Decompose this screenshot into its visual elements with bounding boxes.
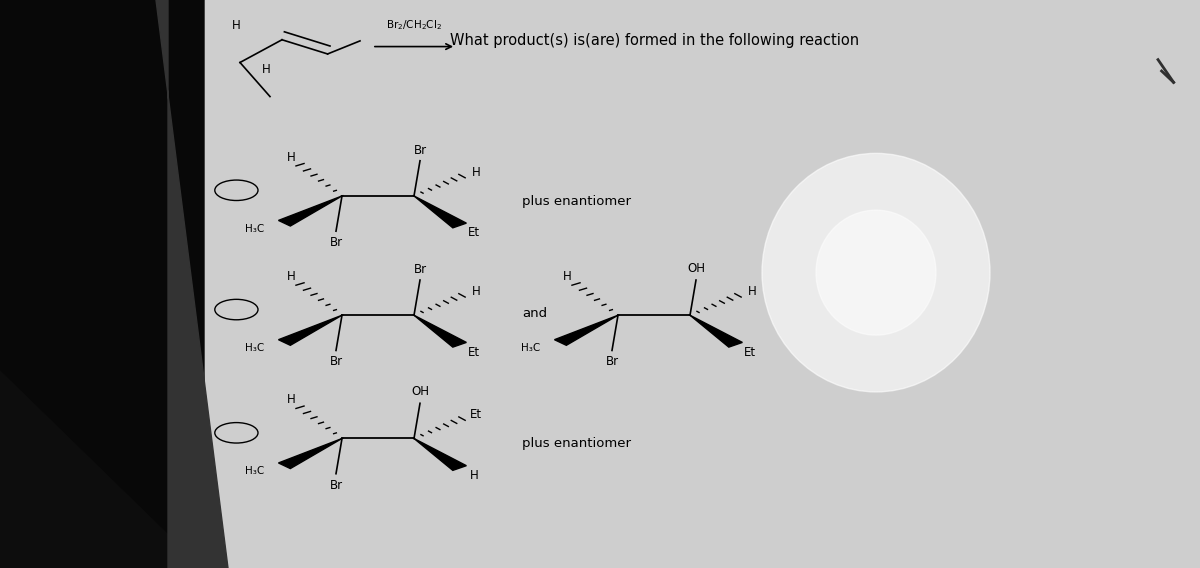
Text: What product(s) is(are) formed in the following reaction: What product(s) is(are) formed in the fo… — [450, 33, 859, 48]
Polygon shape — [414, 315, 467, 347]
Polygon shape — [278, 196, 342, 226]
Polygon shape — [278, 438, 342, 469]
Text: H: H — [287, 394, 296, 406]
Text: H₃C: H₃C — [245, 224, 264, 234]
Text: Et: Et — [744, 346, 756, 358]
Text: H: H — [232, 19, 241, 32]
Text: Br: Br — [414, 144, 426, 157]
Text: H₃C: H₃C — [521, 343, 540, 353]
Text: Et: Et — [468, 346, 480, 358]
Text: H: H — [563, 270, 572, 283]
Text: plus enantiomer: plus enantiomer — [522, 437, 631, 449]
Polygon shape — [156, 0, 228, 568]
Text: H: H — [287, 270, 296, 283]
Text: Br: Br — [330, 236, 342, 249]
Polygon shape — [554, 315, 618, 345]
Polygon shape — [414, 196, 467, 228]
Text: Br$_2$/CH$_2$Cl$_2$: Br$_2$/CH$_2$Cl$_2$ — [386, 19, 442, 32]
Text: Br: Br — [414, 264, 426, 276]
Text: H: H — [262, 63, 271, 76]
Polygon shape — [690, 315, 743, 347]
Text: H: H — [469, 469, 479, 482]
Polygon shape — [414, 438, 467, 470]
Text: OH: OH — [686, 262, 706, 275]
Text: H: H — [748, 285, 757, 298]
Ellipse shape — [816, 210, 936, 335]
Text: H: H — [472, 285, 481, 298]
Text: Br: Br — [606, 356, 618, 368]
Text: H: H — [472, 166, 481, 178]
Text: Et: Et — [468, 227, 480, 239]
Polygon shape — [278, 315, 342, 345]
FancyBboxPatch shape — [0, 0, 192, 568]
Text: and: and — [522, 307, 547, 320]
Text: plus enantiomer: plus enantiomer — [522, 195, 631, 208]
Text: OH: OH — [410, 386, 430, 398]
Text: Br: Br — [330, 479, 342, 491]
Text: Br: Br — [330, 356, 342, 368]
Text: Et: Et — [470, 408, 482, 421]
Text: H₃C: H₃C — [245, 466, 264, 477]
FancyBboxPatch shape — [204, 0, 1200, 568]
Text: H: H — [287, 151, 296, 164]
Polygon shape — [0, 0, 204, 568]
Text: H₃C: H₃C — [245, 343, 264, 353]
Ellipse shape — [762, 153, 990, 392]
